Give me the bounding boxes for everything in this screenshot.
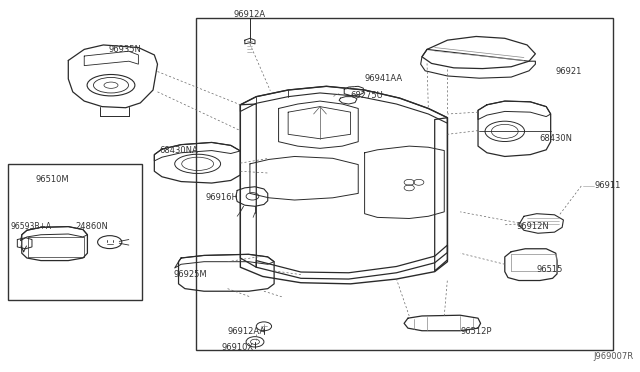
Text: 68275U: 68275U	[351, 91, 383, 100]
Text: J969007R: J969007R	[593, 352, 634, 361]
Bar	[196, 18, 613, 350]
Text: 24860N: 24860N	[76, 222, 108, 231]
Circle shape	[256, 322, 271, 331]
Text: 96593B+A: 96593B+A	[10, 222, 51, 231]
Circle shape	[250, 339, 259, 344]
Text: 96935N: 96935N	[108, 45, 141, 54]
Text: 96941AA: 96941AA	[365, 74, 403, 83]
Circle shape	[246, 337, 264, 347]
Circle shape	[246, 193, 259, 200]
Text: 96912A: 96912A	[234, 10, 266, 19]
Text: 96510M: 96510M	[36, 175, 69, 184]
Text: 96911: 96911	[594, 182, 620, 190]
Text: 96512P: 96512P	[460, 327, 492, 336]
Bar	[8, 164, 141, 301]
Text: 68430NA: 68430NA	[159, 147, 198, 155]
Text: 96916H: 96916H	[205, 193, 238, 202]
Text: 96912N: 96912N	[516, 222, 549, 231]
Text: 96925M: 96925M	[173, 270, 207, 279]
Text: 96910X: 96910X	[221, 343, 253, 352]
Text: 68430N: 68430N	[540, 134, 573, 142]
Ellipse shape	[104, 82, 118, 88]
Text: 96921: 96921	[556, 67, 582, 76]
Text: 96515: 96515	[537, 264, 563, 273]
Text: 96912AA: 96912AA	[228, 327, 266, 336]
